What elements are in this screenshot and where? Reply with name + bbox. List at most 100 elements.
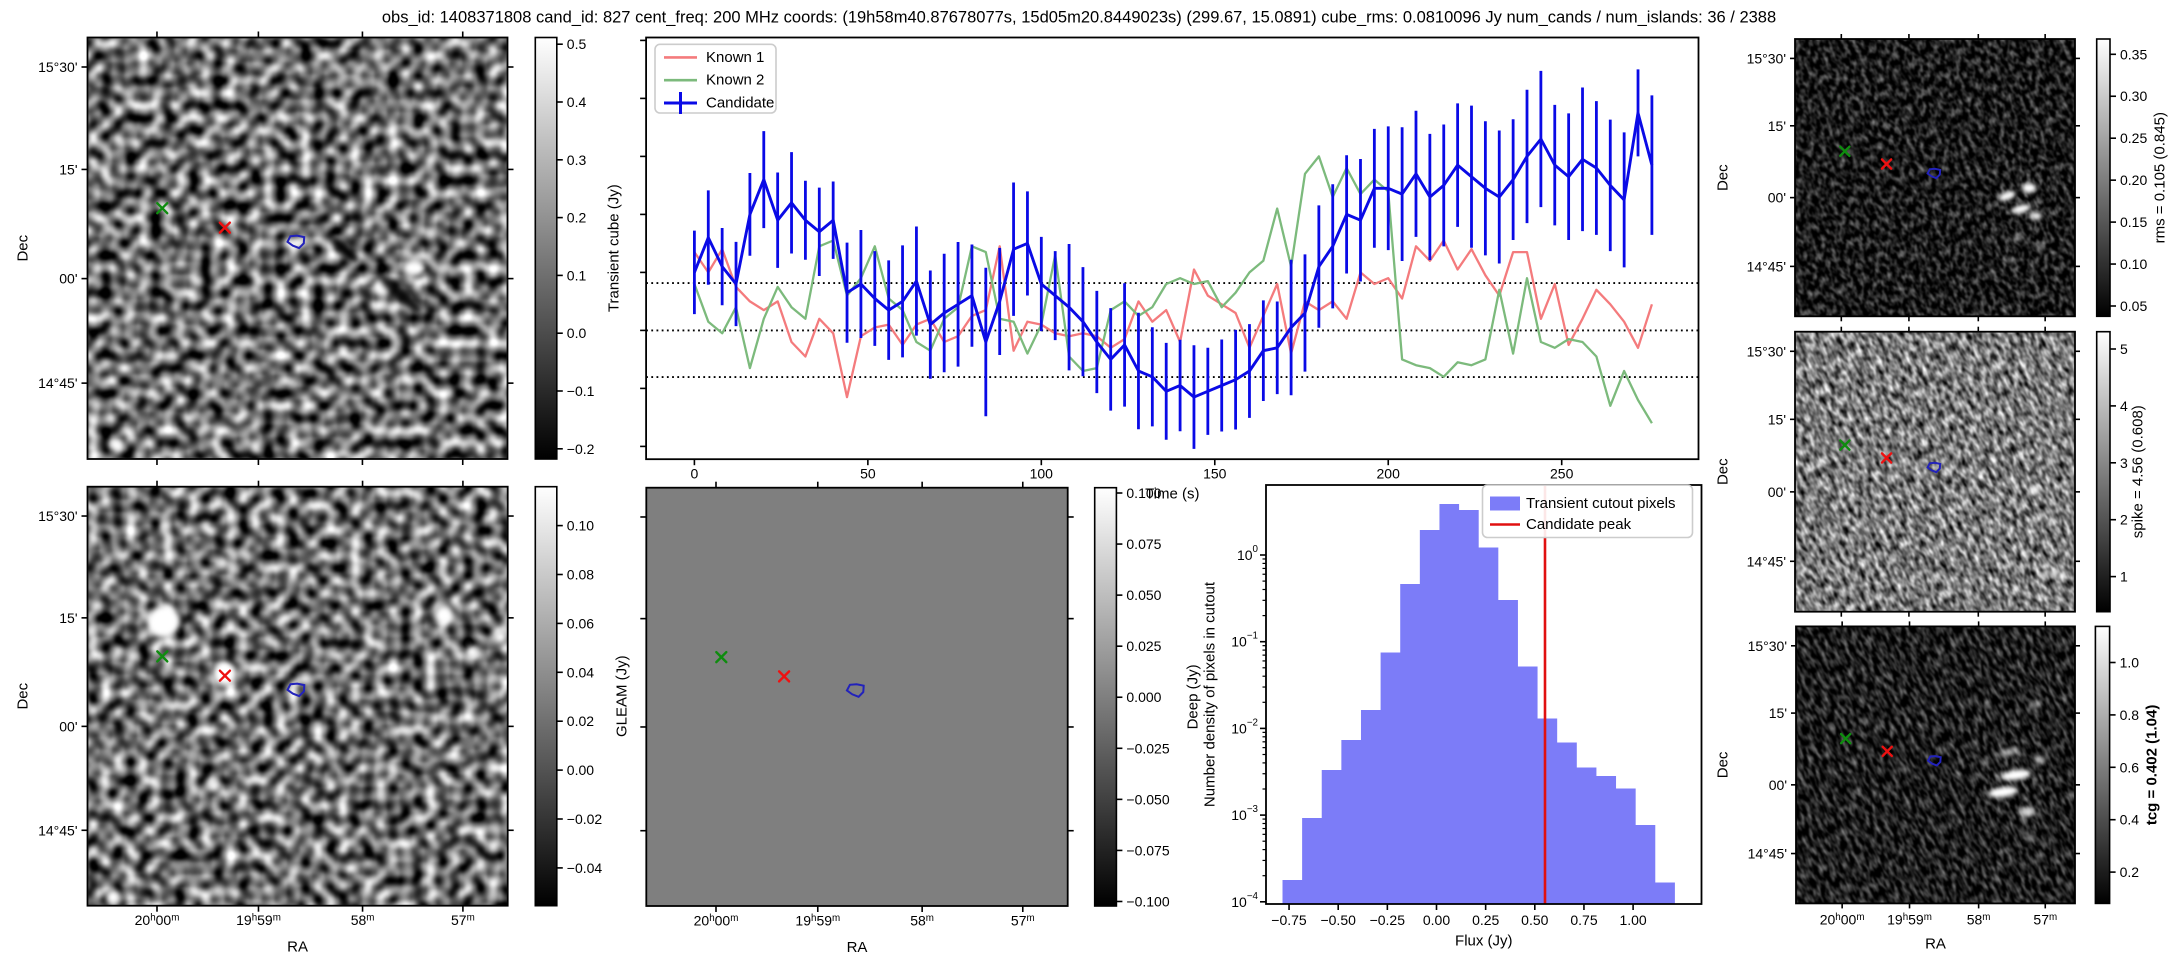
svg-text:20h00m: 20h00m bbox=[694, 913, 739, 929]
svg-text:−0.075: −0.075 bbox=[1126, 842, 1169, 858]
svg-text:1: 1 bbox=[2120, 569, 2128, 585]
svg-text:0.2: 0.2 bbox=[2120, 864, 2140, 880]
svg-text:Flux (Jy): Flux (Jy) bbox=[1455, 933, 1513, 950]
svg-text:0.4: 0.4 bbox=[2120, 812, 2140, 828]
svg-text:−0.025: −0.025 bbox=[1126, 740, 1169, 756]
svg-text:1.0: 1.0 bbox=[2120, 655, 2140, 671]
svg-text:0.00: 0.00 bbox=[1423, 912, 1450, 928]
svg-text:Dec: Dec bbox=[1715, 164, 1732, 191]
svg-text:200: 200 bbox=[1377, 466, 1401, 482]
svg-text:0.2: 0.2 bbox=[567, 210, 587, 226]
svg-text:14°45': 14°45' bbox=[38, 375, 77, 391]
svg-text:0.6: 0.6 bbox=[2120, 759, 2140, 775]
svg-text:0.08: 0.08 bbox=[567, 567, 594, 583]
svg-text:−0.25: −0.25 bbox=[1370, 912, 1406, 928]
svg-text:Candidate: Candidate bbox=[706, 95, 774, 112]
svg-text:14°45': 14°45' bbox=[1747, 258, 1786, 274]
svg-text:15': 15' bbox=[1769, 705, 1787, 721]
svg-text:100: 100 bbox=[1030, 466, 1054, 482]
svg-text:0.1: 0.1 bbox=[567, 267, 587, 283]
svg-text:0.4: 0.4 bbox=[567, 94, 587, 110]
svg-text:RA: RA bbox=[1925, 936, 1946, 953]
svg-text:−0.50: −0.50 bbox=[1320, 912, 1356, 928]
svg-text:50: 50 bbox=[860, 466, 876, 482]
svg-text:20h00m: 20h00m bbox=[1820, 912, 1865, 928]
svg-text:15': 15' bbox=[1768, 411, 1786, 427]
svg-text:Dec: Dec bbox=[15, 682, 32, 709]
svg-text:250: 250 bbox=[1550, 466, 1574, 482]
svg-text:0.30: 0.30 bbox=[2120, 88, 2147, 104]
svg-text:3: 3 bbox=[2120, 455, 2128, 471]
svg-text:−0.04: −0.04 bbox=[567, 860, 603, 876]
svg-text:Number density of pixels in cu: Number density of pixels in cutout bbox=[1202, 581, 1219, 807]
svg-text:GLEAM (Jy): GLEAM (Jy) bbox=[614, 655, 631, 737]
svg-text:0.10: 0.10 bbox=[567, 518, 594, 534]
svg-text:2: 2 bbox=[2120, 512, 2128, 528]
svg-text:Time (s): Time (s) bbox=[1145, 486, 1199, 503]
svg-text:19h59m: 19h59m bbox=[1887, 912, 1932, 928]
svg-text:0.075: 0.075 bbox=[1126, 536, 1161, 552]
svg-text:15°30': 15°30' bbox=[1748, 638, 1787, 654]
svg-text:150: 150 bbox=[1203, 466, 1227, 482]
svg-text:0.00: 0.00 bbox=[567, 762, 594, 778]
svg-text:5: 5 bbox=[2120, 341, 2128, 357]
svg-text:15': 15' bbox=[59, 610, 77, 626]
svg-text:−0.75: −0.75 bbox=[1271, 912, 1307, 928]
svg-text:Known 2: Known 2 bbox=[706, 72, 764, 89]
svg-text:0.75: 0.75 bbox=[1570, 912, 1597, 928]
svg-text:0.050: 0.050 bbox=[1126, 587, 1161, 603]
svg-text:−0.02: −0.02 bbox=[567, 811, 603, 827]
svg-text:Dec: Dec bbox=[1715, 458, 1732, 485]
svg-text:0.3: 0.3 bbox=[567, 152, 587, 168]
svg-text:00': 00' bbox=[1768, 484, 1786, 500]
svg-text:Dec: Dec bbox=[1715, 751, 1732, 778]
svg-text:00': 00' bbox=[1769, 777, 1787, 793]
svg-text:−0.2: −0.2 bbox=[567, 441, 595, 457]
svg-text:Transient cutout pixels: Transient cutout pixels bbox=[1526, 495, 1676, 512]
svg-text:RA: RA bbox=[287, 939, 308, 956]
svg-text:Known 1: Known 1 bbox=[706, 49, 764, 66]
svg-text:0: 0 bbox=[691, 466, 699, 482]
svg-text:4: 4 bbox=[2120, 398, 2128, 414]
svg-text:0.10: 0.10 bbox=[2120, 256, 2147, 272]
svg-text:14°45': 14°45' bbox=[1747, 553, 1786, 569]
svg-text:tcg = 0.402 (1.04): tcg = 0.402 (1.04) bbox=[2144, 705, 2161, 825]
svg-text:obs_id: 1408371808 cand_id: 82: obs_id: 1408371808 cand_id: 827 cent_fre… bbox=[382, 9, 1776, 27]
svg-text:rms = 0.105 (0.845): rms = 0.105 (0.845) bbox=[2152, 112, 2169, 243]
svg-text:15': 15' bbox=[59, 161, 77, 177]
svg-text:RA: RA bbox=[847, 939, 868, 956]
svg-text:15°30': 15°30' bbox=[1747, 50, 1786, 66]
svg-text:0.0: 0.0 bbox=[567, 325, 587, 341]
svg-text:00': 00' bbox=[59, 271, 77, 287]
svg-text:0.06: 0.06 bbox=[567, 615, 594, 631]
svg-text:15°30': 15°30' bbox=[1747, 343, 1786, 359]
svg-text:15': 15' bbox=[1768, 118, 1786, 134]
svg-text:spike = 4.56 (0.608): spike = 4.56 (0.608) bbox=[2130, 405, 2147, 538]
svg-text:0.02: 0.02 bbox=[567, 713, 594, 729]
svg-text:15°30': 15°30' bbox=[38, 59, 77, 75]
svg-text:0.15: 0.15 bbox=[2120, 214, 2147, 230]
svg-text:0.5: 0.5 bbox=[567, 36, 587, 52]
svg-text:0.100: 0.100 bbox=[1126, 485, 1161, 501]
svg-text:00': 00' bbox=[59, 718, 77, 734]
svg-text:−0.1: −0.1 bbox=[567, 383, 595, 399]
svg-text:0.04: 0.04 bbox=[567, 664, 594, 680]
svg-text:0.20: 0.20 bbox=[2120, 172, 2147, 188]
svg-text:−0.100: −0.100 bbox=[1126, 894, 1169, 910]
svg-text:19h59m: 19h59m bbox=[236, 912, 281, 928]
svg-text:19h59m: 19h59m bbox=[795, 913, 840, 929]
svg-text:0.50: 0.50 bbox=[1521, 912, 1548, 928]
svg-text:0.25: 0.25 bbox=[2120, 130, 2147, 146]
svg-text:0.35: 0.35 bbox=[2120, 46, 2147, 62]
svg-text:Deep (Jy): Deep (Jy) bbox=[1185, 664, 1202, 729]
svg-text:Transient cube (Jy): Transient cube (Jy) bbox=[606, 184, 623, 312]
svg-text:00': 00' bbox=[1768, 190, 1786, 206]
svg-text:1.00: 1.00 bbox=[1619, 912, 1646, 928]
svg-text:0.05: 0.05 bbox=[2120, 298, 2147, 314]
svg-text:20h00m: 20h00m bbox=[135, 912, 180, 928]
svg-text:Dec: Dec bbox=[15, 234, 32, 261]
svg-text:Candidate peak: Candidate peak bbox=[1526, 516, 1632, 533]
svg-text:0.8: 0.8 bbox=[2120, 707, 2140, 723]
svg-text:−0.050: −0.050 bbox=[1126, 791, 1169, 807]
svg-text:14°45': 14°45' bbox=[1748, 846, 1787, 862]
